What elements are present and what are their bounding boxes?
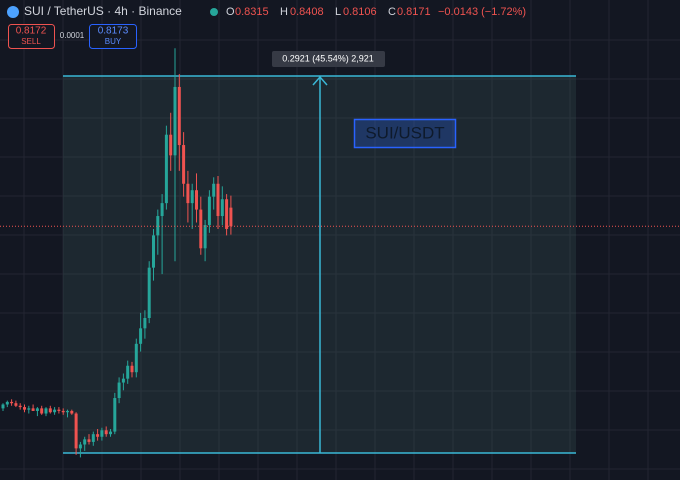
candle-body [139, 328, 143, 344]
overlay: SUI / TetherUS · 4h · Binance O 0.8315 H… [7, 4, 526, 49]
status-dot [210, 8, 218, 16]
ohlc-label: O [226, 6, 235, 18]
ohlc-value: 0.8408 [290, 6, 324, 18]
candle-body [74, 413, 78, 449]
ohlc-value: 0.8315 [235, 6, 269, 18]
candle-body [164, 134, 168, 204]
candle-body [70, 410, 74, 414]
candle-body [83, 439, 87, 445]
candle-body [14, 403, 18, 406]
spread: 0.0001 [60, 31, 85, 40]
candle-body [113, 398, 117, 432]
candle-body [61, 410, 65, 413]
candle-body [199, 209, 203, 249]
candle-body [87, 439, 91, 442]
candle-body [173, 86, 177, 156]
candle-body [44, 408, 48, 414]
candle-body [78, 444, 82, 449]
candle-body [27, 408, 31, 410]
candle-body [96, 434, 100, 437]
candle-body [5, 401, 9, 405]
candle-body [216, 183, 220, 217]
sell-price: 0.8172 [16, 26, 47, 37]
candle-body [203, 225, 207, 249]
candle-body [104, 430, 108, 435]
candles [0, 48, 680, 458]
candle-body [143, 318, 147, 329]
candle-body [109, 431, 112, 435]
candle-body [53, 409, 57, 413]
candle-body [10, 401, 14, 404]
candle-body [156, 216, 160, 236]
candle-body [207, 196, 211, 226]
candle-body [40, 408, 44, 414]
candle-body [126, 365, 130, 379]
sell-label: SELL [21, 37, 41, 46]
candle-body [160, 203, 164, 217]
buy-label: BUY [105, 37, 122, 46]
candle-body [147, 267, 151, 319]
candle-body [152, 235, 155, 268]
candle-body [134, 343, 138, 373]
candle-body [229, 207, 233, 227]
candle-body [177, 86, 181, 146]
candle-body [48, 408, 52, 413]
candle-body [35, 408, 39, 411]
drawings: 0.2921 (45.54%) 2,921 SUI/USDT [63, 50, 576, 454]
measure-label: 0.2921 (45.54%) 2,921 [282, 53, 374, 63]
candle-body [220, 199, 224, 217]
candle-body [1, 404, 5, 409]
candle-body [23, 407, 26, 410]
buy-button[interactable] [89, 24, 137, 49]
candle-body [186, 183, 190, 204]
symbol-icon [7, 6, 19, 18]
ohlc-label: H [280, 6, 288, 18]
candle-body [31, 408, 35, 411]
candle-body [117, 382, 121, 399]
measure-label-box [272, 50, 385, 67]
ohlc-label: C [388, 6, 396, 18]
candle-body [100, 430, 104, 437]
candle-body [212, 183, 216, 197]
candle-body [195, 190, 198, 210]
candle-body [66, 410, 69, 413]
ohlc-value: 0.8106 [343, 6, 377, 18]
buy-price: 0.8173 [98, 26, 129, 37]
candle-body [130, 365, 134, 373]
arrow-head [312, 75, 328, 86]
change: −0.0143 (−1.72%) [438, 6, 526, 18]
candle-body [18, 405, 22, 408]
candle-body [190, 190, 194, 204]
candle-body [225, 199, 229, 229]
candle-body [57, 409, 61, 411]
symbol-title[interactable]: SUI / TetherUS · 4h · Binance [24, 4, 182, 18]
candle-body [91, 434, 95, 442]
candle-body [121, 378, 125, 383]
candle-body [169, 134, 173, 156]
ohlc-value: 0.8171 [397, 6, 431, 18]
candle-body [182, 145, 186, 184]
sell-button[interactable] [8, 24, 55, 49]
ohlc-label: L [335, 6, 341, 18]
annotation-box [353, 118, 457, 149]
annotation-text: SUI/USDT [365, 123, 444, 142]
